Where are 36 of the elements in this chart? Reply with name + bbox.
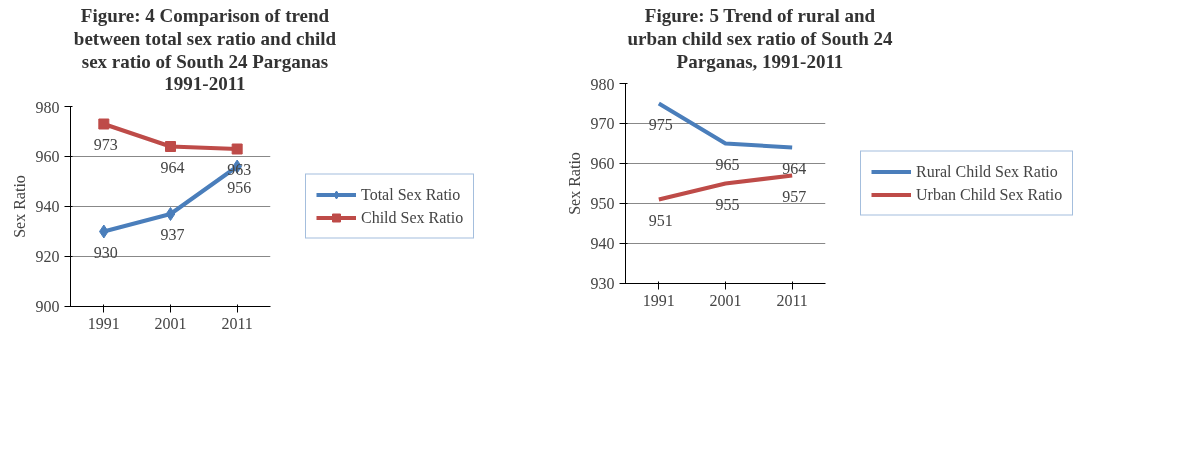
y-tick-label: 940	[35, 198, 60, 216]
y-axis-title: Sex Ratio	[565, 152, 583, 216]
legend-label: Rural Child Sex Ratio	[916, 162, 1058, 181]
y-tick-label: 970	[590, 115, 615, 133]
x-tick-label: 2001	[709, 291, 742, 309]
chart-title: Figure: 4 Comparison of trend between total sex ratio and child sex ratio of South 24 Parganas 1991-2011	[73, 5, 337, 97]
x-tick-label: 2011	[221, 314, 253, 332]
legend-label: Total Sex Ratio	[361, 185, 461, 204]
point	[98, 118, 110, 130]
y-tick-label: 960	[590, 155, 615, 173]
data-label: 951	[648, 211, 673, 229]
legend-label: Urban Child Sex Ratio	[916, 185, 1063, 204]
x-tick-label: 1991	[642, 291, 675, 309]
data-label: 957	[782, 187, 807, 205]
chart-title: Figure: 5 Trend of rural and urban child sex ratio of South 24 Parganas, 1991-2011	[627, 5, 893, 74]
x-tick-label: 1991	[87, 314, 120, 332]
legend-label: Child Sex Ratio	[361, 208, 464, 227]
data-label: 956	[227, 178, 252, 196]
point	[165, 207, 176, 222]
y-tick-label: 950	[590, 195, 615, 213]
x-tick-label: 2011	[776, 291, 808, 309]
y-tick-label: 960	[35, 148, 60, 166]
y-tick-label: 930	[590, 275, 615, 293]
point	[231, 143, 243, 155]
y-tick-label: 920	[35, 248, 60, 266]
point	[165, 141, 176, 153]
y-tick-label: 900	[35, 298, 60, 316]
data-label: 964	[160, 158, 185, 176]
y-tick-label: 980	[590, 75, 615, 93]
data-label: 937	[160, 226, 185, 244]
y-tick-label: 940	[590, 235, 615, 253]
data-label: 973	[93, 136, 118, 154]
x-tick-label: 2001	[154, 314, 187, 332]
data-label: 964	[782, 159, 807, 177]
y-tick-label: 980	[35, 98, 60, 116]
y-axis-title: Sex Ratio	[10, 175, 28, 239]
